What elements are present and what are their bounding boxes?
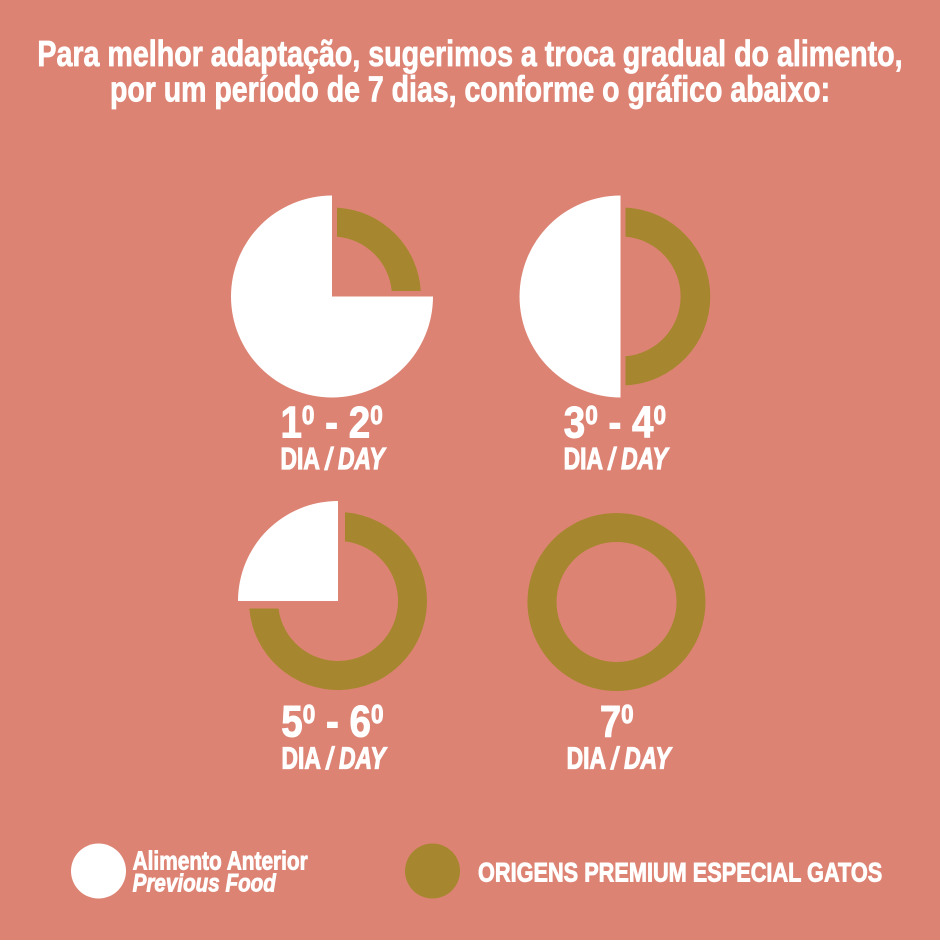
svg-text:Para melhor adaptação, sugerim: Para melhor adaptação, sugerimos a troca… [37,34,902,74]
svg-text:DIA / DAY: DIA / DAY [567,742,673,776]
svg-text:50 - 60: 50 - 60 [281,696,383,746]
svg-text:por um período de 7 dias, conf: por um período de 7 dias, conforme o grá… [110,69,830,109]
svg-text:70: 70 [600,696,634,746]
svg-text:DIA / DAY: DIA / DAY [282,742,388,776]
svg-text:DIA / DAY: DIA / DAY [564,442,670,476]
svg-text:10 - 20: 10 - 20 [280,397,382,447]
svg-text:Previous Food: Previous Food [133,868,277,896]
svg-text:ORIGENS PREMIUM ESPECIAL GATOS: ORIGENS PREMIUM ESPECIAL GATOS [478,858,882,888]
svg-text:DIA / DAY: DIA / DAY [281,442,387,476]
svg-text:Alimento Anterior: Alimento Anterior [133,846,308,875]
svg-text:30 - 40: 30 - 40 [564,397,666,447]
